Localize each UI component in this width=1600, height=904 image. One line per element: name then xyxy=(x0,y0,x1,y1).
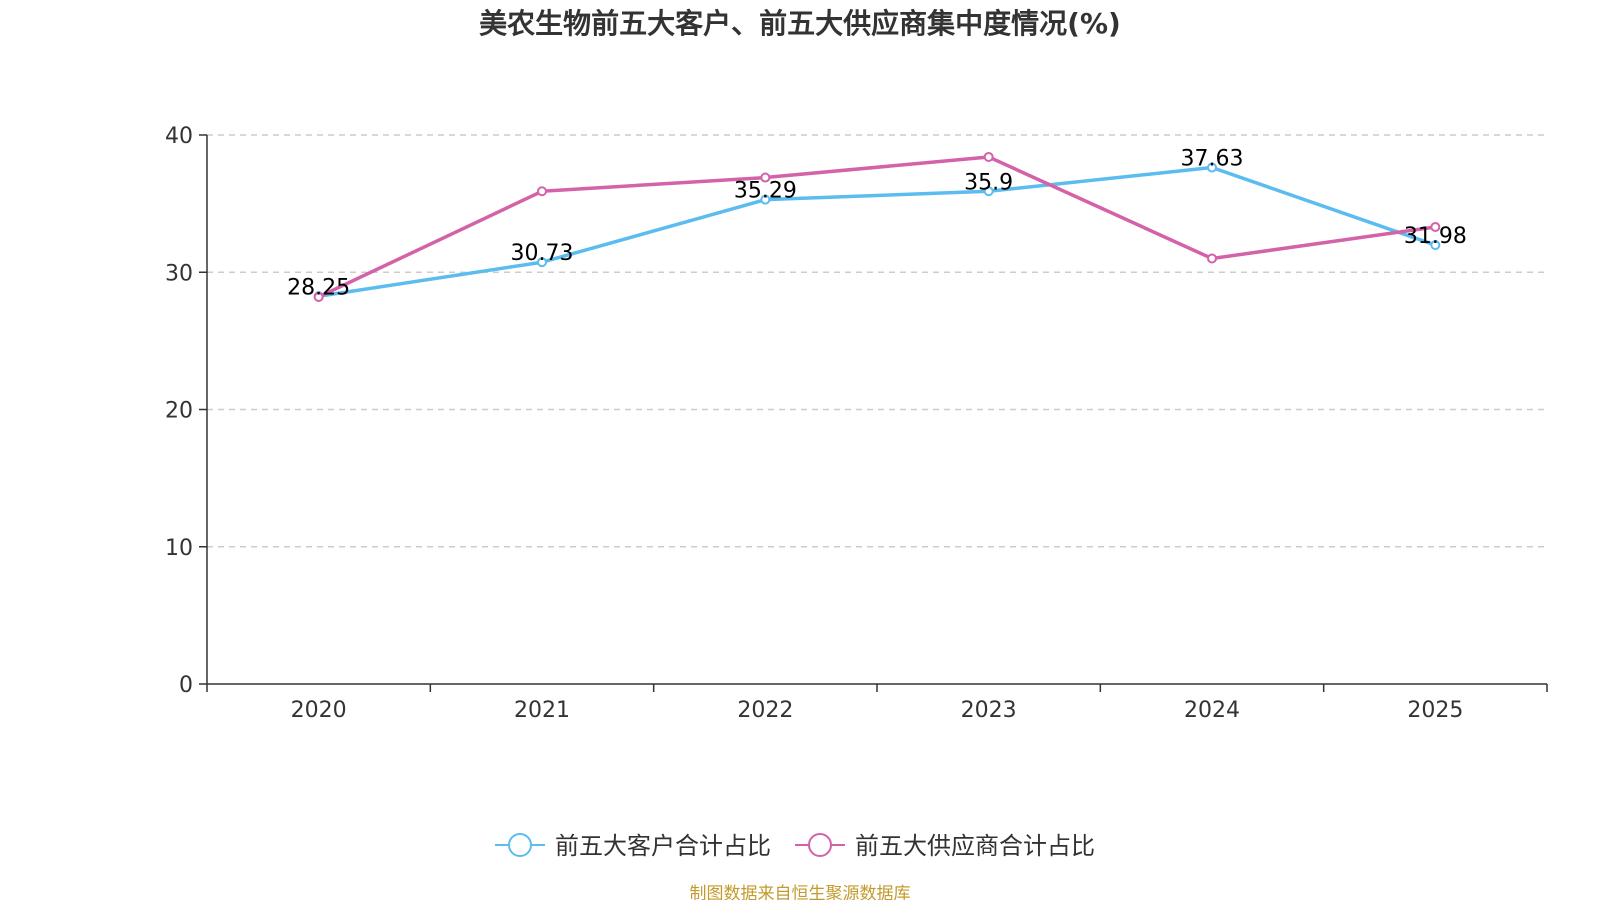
source-note: 制图数据来自恒生聚源数据库 xyxy=(690,884,911,900)
y-tick-label: 20 xyxy=(165,399,193,424)
data-point-2[interactable] xyxy=(313,291,324,302)
y-tick-label: 10 xyxy=(165,536,193,561)
data-point-1[interactable] xyxy=(537,257,547,268)
data-point-2[interactable] xyxy=(1430,221,1441,232)
series-line-2 xyxy=(317,155,1436,299)
data-point-2[interactable] xyxy=(760,172,771,183)
data-label: 35.9 xyxy=(964,170,1013,195)
y-tick-label: 0 xyxy=(179,673,193,698)
data-point-2[interactable] xyxy=(983,151,994,162)
x-tick-label: 2020 xyxy=(291,698,347,723)
data-labels: 28.25 30.73 35.29 35.9 37.63 31.98 xyxy=(287,147,1467,301)
data-point-2[interactable] xyxy=(1207,253,1217,264)
y-tick-label: 40 xyxy=(165,124,193,149)
data-label: 31.98 xyxy=(1404,224,1467,249)
chart-title: 美农生物前五大客户、前五大供应商集中度情况(%) xyxy=(479,7,1121,40)
y-tick-label: 30 xyxy=(165,261,193,286)
x-tick-label: 2023 xyxy=(961,698,1017,723)
data-label: 28.25 xyxy=(287,275,350,300)
legend-item-1[interactable]: 前五大客户合计占比 xyxy=(495,832,771,860)
data-point-1[interactable] xyxy=(1207,162,1217,173)
data-point-1[interactable] xyxy=(983,186,994,197)
series-lines xyxy=(313,151,1441,302)
legend[interactable]: 前五大客户合计占比 前五大供应商合计占比 xyxy=(495,832,1095,860)
data-point-2[interactable] xyxy=(537,186,547,197)
legend-label: 前五大客户合计占比 xyxy=(555,832,771,860)
legend-label: 前五大供应商合计占比 xyxy=(855,832,1095,860)
legend-item-2[interactable]: 前五大供应商合计占比 xyxy=(795,832,1095,860)
x-tick-label: 2024 xyxy=(1184,698,1240,723)
data-point-1[interactable] xyxy=(1430,240,1441,251)
grid-lines xyxy=(207,134,1547,548)
axes: 0 10 20 30 40 2020 2021 2022 2023 2024 2025 xyxy=(165,124,1548,723)
x-tick-label: 2025 xyxy=(1407,698,1463,723)
data-point-1[interactable] xyxy=(760,194,771,205)
data-label: 35.29 xyxy=(734,179,797,204)
data-label: 37.63 xyxy=(1181,147,1244,172)
legend-marker xyxy=(508,833,532,857)
series-line-1 xyxy=(318,165,1436,298)
x-tick-label: 2021 xyxy=(514,698,570,723)
x-tick-label: 2022 xyxy=(737,698,793,723)
data-label: 30.73 xyxy=(511,241,574,266)
legend-marker xyxy=(808,833,832,857)
